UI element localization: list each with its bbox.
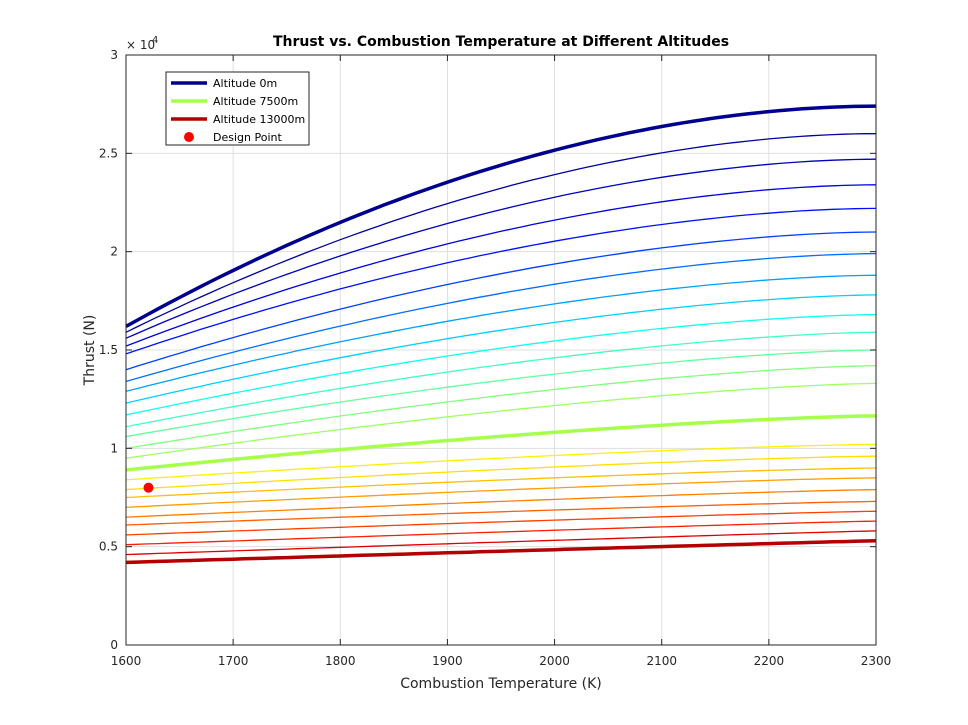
legend: Altitude 0m Altitude 7500m Altitude 13000m… (165, 71, 310, 146)
axis-ticks: 1600 1700 1800 1900 2000 2100 2200 2300 0 0.5 1 1.5… (99, 48, 891, 668)
series-line (125, 455, 877, 491)
x-tick-label: 1900 (432, 654, 463, 668)
y-tick-label: 1 (110, 441, 118, 455)
y-tick-label: 2 (110, 245, 118, 259)
y-tick-label: 1.5 (99, 343, 118, 357)
series-line (125, 133, 876, 333)
x-tick-label: 2200 (754, 654, 785, 668)
series-line (125, 313, 877, 416)
series-lines (125, 104, 877, 565)
x-tick-label: 2100 (646, 654, 677, 668)
series-line (125, 488, 877, 518)
chart-title: Thrust vs. Combustion Temperature at Dif… (273, 34, 729, 50)
y-tick-label: 0.5 (99, 540, 118, 554)
legend-label: Design Point (213, 131, 282, 144)
y-tick-label: 0 (110, 638, 118, 652)
series-line (125, 530, 877, 556)
x-tick-label: 1600 (111, 654, 142, 668)
series-line (125, 184, 877, 347)
series-line (125, 500, 877, 526)
series-line (125, 207, 877, 355)
legend-marker (184, 132, 194, 142)
series-line (125, 382, 877, 459)
y-exponent-power: 4 (152, 35, 158, 46)
series-line (125, 510, 877, 536)
series-line (125, 467, 877, 499)
series-line-altitude-13000m (125, 539, 877, 565)
series-line (125, 349, 877, 438)
y-exponent-base: × 10 (126, 38, 155, 52)
series-line (125, 443, 877, 481)
series-line-altitude-7500m (125, 414, 877, 472)
x-tick-label: 2300 (861, 654, 892, 668)
series-line (125, 365, 877, 449)
legend-label: Altitude 13000m (213, 113, 305, 126)
series-line (125, 331, 877, 428)
design-point-marker (143, 482, 154, 493)
legend-label: Altitude 7500m (213, 95, 298, 108)
series-line (125, 274, 877, 392)
design-point-layer (143, 482, 154, 493)
series-line (125, 520, 877, 546)
x-tick-label: 2000 (539, 654, 570, 668)
series-line (125, 158, 877, 339)
x-tick-label: 1700 (218, 654, 249, 668)
series-line (125, 231, 877, 371)
y-tick-label: 3 (110, 48, 118, 62)
y-axis-label: Thrust (N) (82, 315, 98, 387)
legend-label: Altitude 0m (213, 77, 277, 90)
series-line (125, 477, 877, 508)
series-line (125, 294, 877, 404)
series-line-altitude-0m (125, 104, 877, 328)
y-exponent: × 10 4 (126, 35, 158, 52)
series-line (125, 252, 877, 383)
x-axis-label: Combustion Temperature (K) (400, 676, 602, 692)
x-tick-label: 1800 (325, 654, 356, 668)
y-tick-label: 2.5 (99, 146, 118, 160)
